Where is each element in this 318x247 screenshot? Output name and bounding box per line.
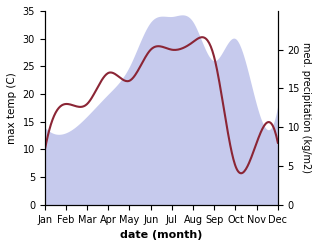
Y-axis label: med. precipitation (kg/m2): med. precipitation (kg/m2) <box>301 42 311 173</box>
X-axis label: date (month): date (month) <box>120 230 203 240</box>
Y-axis label: max temp (C): max temp (C) <box>7 72 17 144</box>
